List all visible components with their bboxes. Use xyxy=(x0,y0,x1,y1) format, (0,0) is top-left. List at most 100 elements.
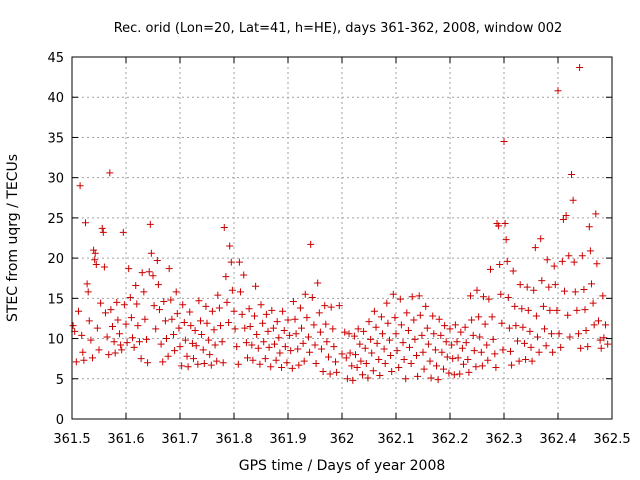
data-point xyxy=(226,242,234,250)
data-point xyxy=(434,376,442,384)
data-point xyxy=(272,356,280,364)
data-point xyxy=(545,283,553,291)
data-point xyxy=(179,301,187,309)
data-point xyxy=(111,349,119,357)
data-point xyxy=(367,335,375,343)
data-point xyxy=(203,319,211,327)
x-tick-label: 362.2 xyxy=(431,432,468,447)
data-point xyxy=(136,338,143,346)
data-point xyxy=(234,360,242,368)
data-point xyxy=(593,260,601,268)
data-point xyxy=(404,327,412,335)
data-point xyxy=(83,280,91,288)
data-point xyxy=(306,348,314,356)
data-point xyxy=(449,355,457,363)
data-point xyxy=(460,360,467,368)
data-point xyxy=(548,330,556,338)
data-point xyxy=(580,285,588,293)
x-tick-label: 361.8 xyxy=(215,432,252,447)
data-point xyxy=(582,327,590,335)
data-point xyxy=(462,339,470,347)
data-point xyxy=(113,298,121,306)
data-point xyxy=(160,298,168,306)
data-point xyxy=(597,344,605,352)
data-point xyxy=(186,308,194,316)
data-point xyxy=(154,281,162,289)
data-point xyxy=(454,354,462,362)
data-point xyxy=(570,258,578,266)
data-point xyxy=(419,348,427,356)
data-point xyxy=(422,302,430,310)
data-point xyxy=(100,263,108,271)
data-point xyxy=(559,215,567,223)
data-point xyxy=(230,307,238,315)
data-point xyxy=(541,325,548,333)
data-point xyxy=(506,347,514,355)
data-point xyxy=(533,333,541,341)
data-point xyxy=(315,309,323,317)
data-point xyxy=(345,330,353,338)
data-point xyxy=(208,307,216,315)
data-point xyxy=(294,345,302,353)
data-point xyxy=(260,338,268,346)
data-point xyxy=(387,351,395,359)
data-point xyxy=(157,340,165,348)
data-point xyxy=(159,358,167,366)
data-point xyxy=(279,307,287,315)
data-point xyxy=(228,286,236,294)
data-point xyxy=(138,269,146,277)
data-point xyxy=(341,328,349,336)
data-point xyxy=(433,362,440,370)
y-tick-labels: 0 5 10 15 20 25 30 35 40 45 xyxy=(47,51,64,428)
data-point xyxy=(194,360,202,368)
data-point xyxy=(386,336,394,344)
data-point xyxy=(150,302,158,310)
data-point xyxy=(392,330,400,338)
data-point xyxy=(542,342,550,350)
data-point xyxy=(464,355,472,363)
data-point xyxy=(245,305,253,313)
data-point xyxy=(82,219,89,227)
data-point xyxy=(475,313,483,321)
data-point xyxy=(364,374,372,382)
data-point xyxy=(298,324,305,332)
data-point xyxy=(213,357,221,365)
data-point xyxy=(343,375,351,383)
x-tick-labels: 361.5 361.6 361.7 361.8 361.9 362 362.1 362.2 36… xyxy=(53,432,630,447)
data-point xyxy=(413,351,421,359)
data-point xyxy=(511,302,519,310)
data-point xyxy=(497,290,505,298)
data-point xyxy=(377,313,385,321)
data-point xyxy=(423,324,431,332)
data-point xyxy=(342,354,350,362)
data-point xyxy=(584,343,592,351)
data-point xyxy=(519,323,527,331)
data-point xyxy=(349,376,357,384)
data-point xyxy=(322,320,330,328)
data-point xyxy=(383,299,391,307)
data-point xyxy=(292,330,300,338)
data-point xyxy=(468,316,476,324)
data-point xyxy=(478,362,486,370)
data-point xyxy=(84,288,92,296)
data-point xyxy=(555,330,563,338)
data-point xyxy=(206,351,214,359)
data-point xyxy=(550,262,558,270)
data-point xyxy=(280,327,288,335)
data-point xyxy=(481,320,489,328)
data-point xyxy=(516,281,524,289)
data-point xyxy=(600,334,608,342)
data-point xyxy=(188,339,196,347)
data-point xyxy=(143,335,151,343)
data-point xyxy=(360,327,368,335)
data-point xyxy=(445,369,453,377)
y-tick-label: 10 xyxy=(47,333,64,348)
data-point xyxy=(69,322,77,330)
data-point xyxy=(264,327,272,335)
data-point xyxy=(80,356,88,364)
data-point xyxy=(222,273,230,281)
data-point xyxy=(321,302,329,310)
data-point xyxy=(211,341,219,349)
data-point xyxy=(122,320,130,328)
